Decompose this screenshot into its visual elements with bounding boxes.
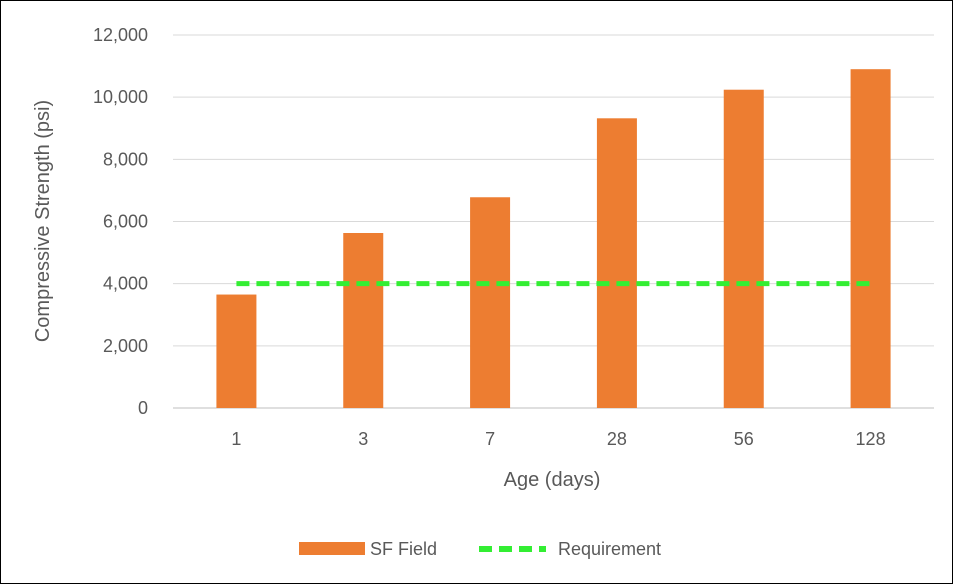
- x-tick-label: 28: [607, 429, 627, 449]
- y-tick-label: 12,000: [93, 25, 148, 45]
- bar-sf-field: [596, 118, 637, 408]
- y-tick-label: 6,000: [103, 212, 148, 232]
- x-tick-label: 3: [358, 429, 368, 449]
- gridlines: [173, 34, 934, 409]
- bars: [216, 69, 891, 409]
- x-tick-label: 56: [734, 429, 754, 449]
- x-axis-title: Age (days): [504, 469, 601, 491]
- y-tick-label: 2,000: [103, 336, 148, 356]
- y-tick-label: 10,000: [93, 87, 148, 107]
- x-tick-label: 1: [231, 429, 241, 449]
- bar-sf-field: [723, 89, 764, 408]
- bar-sf-field: [850, 69, 891, 409]
- x-tick-label: 128: [856, 429, 886, 449]
- bar-sf-field: [216, 294, 257, 408]
- y-tick-label: 4,000: [103, 274, 148, 294]
- legend-swatch-sf-field: [299, 542, 365, 555]
- y-tick-label: 8,000: [103, 149, 148, 169]
- y-axis-title: Compressive Strength (psi): [32, 100, 54, 342]
- legend-label-sf-field: SF Field: [370, 539, 437, 559]
- x-tick-labels: 1 3 7 28 56 128: [231, 429, 885, 449]
- bar-sf-field: [343, 233, 384, 408]
- y-tick-label: 0: [138, 398, 148, 418]
- y-tick-labels: 0 2,000 4,000 6,000 8,000 10,000 12,000: [93, 25, 148, 418]
- bar-sf-field: [470, 197, 511, 408]
- legend: SF Field Requirement: [299, 539, 661, 559]
- x-tick-label: 7: [485, 429, 495, 449]
- legend-label-requirement: Requirement: [558, 539, 661, 559]
